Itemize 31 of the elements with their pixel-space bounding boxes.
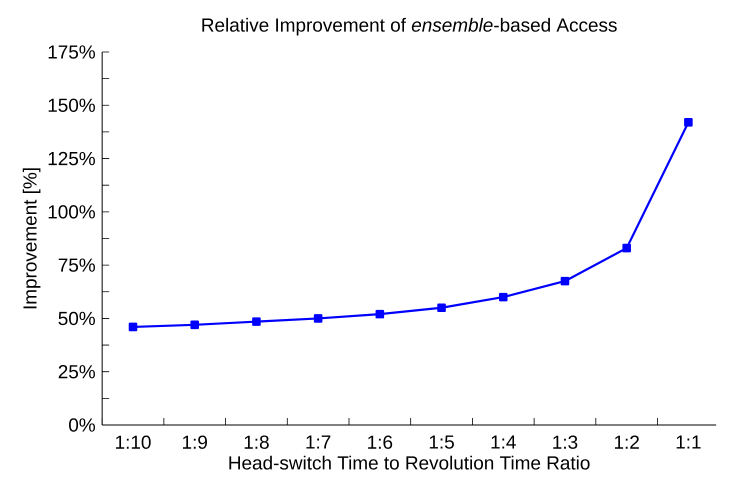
y-tick-label: 175% (48, 45, 95, 59)
point (252, 317, 261, 326)
x-tick-label: 1:8 (244, 435, 269, 449)
point (560, 276, 570, 286)
chart-title: Relative Improvement of ensemble-based Access (202, 18, 617, 36)
x-axis-title: Head-switch Time to Revolution Time Ratio (229, 456, 590, 470)
y-tick-label: 100% (48, 205, 95, 219)
x-tick-label: 1:5 (430, 436, 454, 449)
y-tick-label: 75% (58, 258, 95, 272)
point (190, 320, 199, 330)
y-tick-label: 50% (58, 312, 95, 326)
y-tick-label: 25% (58, 364, 95, 378)
point (128, 322, 138, 332)
x-tick-label: 1:9 (183, 435, 207, 449)
x-tick-label: 1:4 (492, 436, 516, 449)
point (376, 310, 384, 318)
y-axis-title: Improvement [%] (22, 168, 40, 308)
point (684, 118, 693, 127)
x-tick-label: 1:7 (306, 436, 330, 449)
y-tick-label: 0% (69, 418, 95, 432)
y-tick-label: 125% (48, 152, 95, 166)
x-tick-label: 1:10 (116, 435, 151, 449)
x-tick-label: 1:6 (368, 435, 392, 449)
y-tick-label: 150% (48, 98, 95, 112)
x-tick-label: 1:2 (614, 435, 639, 449)
x-tick-label: 1:1 (676, 436, 701, 449)
x-tick-label: 1:3 (553, 435, 578, 449)
point (314, 314, 322, 323)
point (498, 292, 508, 302)
point (622, 244, 631, 252)
point (437, 303, 446, 312)
